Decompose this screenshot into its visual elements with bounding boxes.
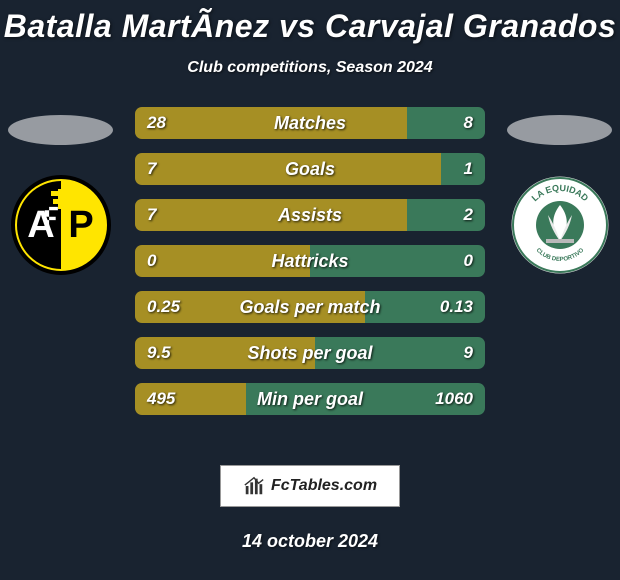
player2-segment [365, 291, 485, 323]
alianza-petrolera-icon: A P [11, 175, 111, 275]
page-subtitle: Club competitions, Season 2024 [0, 59, 620, 77]
stat-bars: Matches288 Goals71 Assists72 Hattricks00 Goa… [135, 107, 485, 415]
snapshot-date: 14 october 2024 [0, 531, 620, 552]
stat-row: Hattricks00 [135, 245, 485, 277]
player1-photo-placeholder [8, 115, 113, 145]
player1-club-badge: A P [11, 175, 111, 275]
player1-segment [135, 153, 441, 185]
fctables-watermark[interactable]: FcTables.com [220, 465, 400, 507]
player1-segment [135, 383, 246, 415]
stat-row: Assists72 [135, 199, 485, 231]
stat-row: Shots per goal9.59 [135, 337, 485, 369]
stat-row: Min per goal4951060 [135, 383, 485, 415]
player2-segment [407, 107, 485, 139]
svg-text:P: P [68, 204, 93, 246]
player1-segment [135, 291, 365, 323]
stat-row: Goals71 [135, 153, 485, 185]
player1-segment [135, 245, 310, 277]
player2-photo-placeholder [507, 115, 612, 145]
player2-segment [310, 245, 485, 277]
player1-segment [135, 337, 315, 369]
player1-segment [135, 199, 407, 231]
player2-club-badge: LA EQUIDAD CLUB DEPORTIVO [510, 175, 610, 275]
player2-segment [246, 383, 485, 415]
la-equidad-icon: LA EQUIDAD CLUB DEPORTIVO [510, 175, 610, 275]
stat-row: Goals per match0.250.13 [135, 291, 485, 323]
player1-segment [135, 107, 407, 139]
player1-column: A P [8, 107, 113, 275]
svg-text:A: A [27, 204, 54, 246]
watermark-text: FcTables.com [271, 477, 377, 495]
page-title: Batalla MartÃ­nez vs Carvajal Granados [0, 0, 620, 45]
comparison-content: A P LA EQUIDAD CLUB DEPORTIVO [0, 107, 620, 447]
player2-segment [315, 337, 485, 369]
player2-segment [407, 199, 485, 231]
stat-row: Matches288 [135, 107, 485, 139]
player2-column: LA EQUIDAD CLUB DEPORTIVO [507, 107, 612, 275]
player2-segment [441, 153, 485, 185]
chart-icon [243, 475, 265, 497]
